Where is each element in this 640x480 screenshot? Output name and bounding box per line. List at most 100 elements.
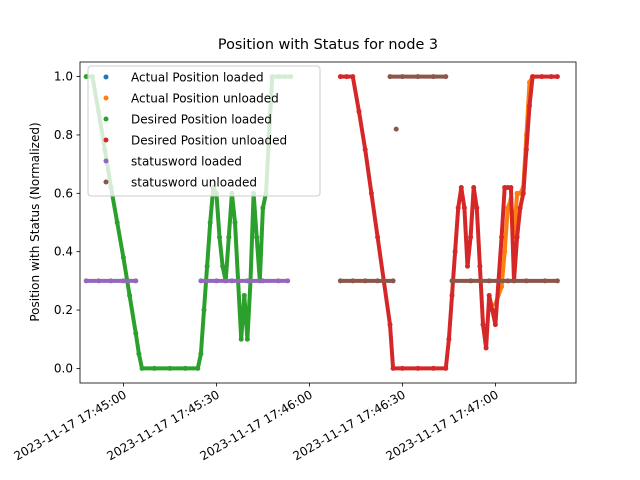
data-point — [446, 336, 452, 342]
data-point — [449, 278, 455, 284]
data-point — [399, 365, 405, 371]
data-point — [198, 351, 204, 357]
data-point — [430, 74, 436, 80]
data-point — [244, 336, 250, 342]
data-point — [182, 365, 188, 371]
data-point — [443, 74, 449, 80]
data-point — [96, 278, 102, 284]
data-point — [452, 249, 458, 255]
data-point — [527, 103, 532, 109]
data-point — [201, 307, 207, 313]
data-point — [260, 278, 266, 284]
y-tick-label: 0.0 — [54, 361, 73, 375]
data-point — [337, 278, 343, 284]
data-point — [133, 278, 139, 284]
data-point — [480, 322, 486, 328]
y-tick-label: 0.4 — [54, 245, 73, 259]
legend-label: statusword loaded — [131, 155, 242, 169]
data-point — [127, 292, 133, 298]
data-point — [486, 278, 492, 284]
data-point — [108, 278, 114, 284]
data-point — [499, 284, 505, 290]
data-point — [254, 234, 260, 240]
data-point — [461, 205, 467, 211]
legend-label: Actual Position unloaded — [131, 92, 279, 106]
data-point — [241, 292, 247, 298]
data-point — [198, 278, 204, 284]
data-point — [449, 292, 455, 298]
data-point — [114, 220, 120, 225]
data-point — [356, 109, 362, 115]
data-point — [505, 278, 511, 284]
data-point — [542, 278, 548, 284]
y-axis-label: Position with Status (Normalized) — [28, 122, 42, 321]
data-point — [530, 74, 536, 80]
data-point — [260, 205, 266, 211]
series-line-2 — [84, 74, 293, 371]
data-point — [151, 365, 157, 371]
legend-label: Desired Position loaded — [131, 113, 272, 127]
legend-marker — [103, 179, 109, 185]
data-point — [455, 205, 461, 211]
legend-marker — [103, 74, 109, 80]
data-point — [375, 278, 381, 284]
data-point — [443, 365, 449, 371]
data-point — [477, 263, 483, 269]
data-point — [204, 263, 210, 269]
data-point — [229, 278, 235, 284]
legend-marker — [103, 158, 109, 164]
data-point — [415, 74, 421, 80]
data-point — [136, 351, 142, 357]
y-tick-label: 0.6 — [54, 186, 73, 200]
data-point — [523, 278, 529, 284]
data-point — [375, 234, 381, 240]
data-point — [285, 278, 291, 284]
data-point — [390, 278, 396, 284]
legend-label: Desired Position unloaded — [131, 134, 287, 148]
data-point — [483, 345, 489, 351]
data-point — [362, 278, 368, 284]
legend-marker — [103, 116, 109, 122]
data-point — [399, 74, 405, 80]
data-point — [548, 74, 554, 80]
legend-box — [87, 65, 321, 197]
data-point — [337, 74, 343, 80]
data-point — [505, 205, 511, 211]
data-point — [415, 365, 421, 371]
data-point — [554, 278, 560, 284]
data-point — [430, 365, 436, 371]
data-point — [350, 278, 356, 284]
data-point — [139, 365, 145, 371]
data-point — [492, 322, 498, 328]
y-tick-label: 0.2 — [54, 303, 73, 317]
data-point — [508, 184, 514, 190]
data-point — [523, 147, 529, 153]
data-point — [489, 307, 495, 313]
data-point — [539, 74, 545, 80]
data-point — [514, 234, 520, 240]
data-point — [350, 74, 356, 80]
series-layer — [83, 74, 560, 371]
data-point — [517, 205, 523, 211]
data-point — [226, 234, 232, 240]
data-point — [120, 278, 126, 284]
data-point — [83, 278, 89, 284]
legend: Actual Position loaded Actual Position un… — [87, 65, 321, 197]
data-point — [471, 184, 477, 190]
data-point — [232, 220, 238, 225]
legend-label: Actual Position loaded — [131, 71, 264, 85]
data-point — [458, 184, 464, 190]
data-point — [120, 255, 126, 261]
data-point — [244, 278, 250, 284]
data-point — [368, 190, 374, 196]
legend-marker — [103, 137, 109, 143]
data-point — [468, 278, 474, 284]
y-tick-label: 0.8 — [54, 128, 73, 142]
data-point — [195, 365, 201, 371]
data-point — [393, 126, 399, 132]
data-point — [213, 278, 219, 284]
data-point — [344, 74, 350, 80]
data-point — [465, 263, 470, 269]
axes-frame — [79, 61, 577, 384]
legend-marker — [103, 95, 109, 101]
